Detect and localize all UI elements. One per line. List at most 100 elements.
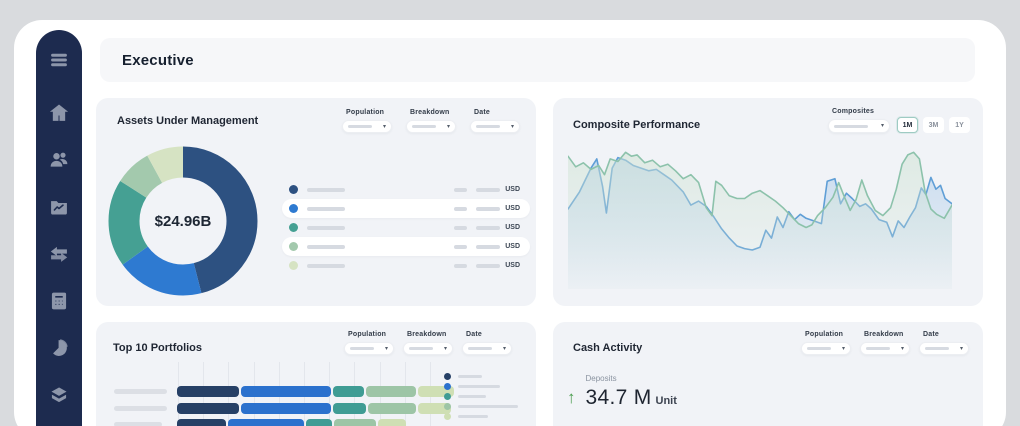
assets-under-management-card: Assets Under Management Population ▾ Break… [96, 98, 536, 306]
filter-date: Date ▾ [470, 109, 520, 133]
sidebar-nav [36, 30, 82, 426]
portfolio-bar-row [113, 386, 533, 397]
range-button-3m[interactable]: 3M [923, 117, 944, 133]
pie-chart-icon[interactable] [47, 338, 71, 358]
legend-value-placeholder [454, 187, 468, 192]
legend-value-placeholder [454, 244, 468, 249]
home-icon[interactable] [47, 103, 71, 123]
date-select[interactable]: ▾ [462, 342, 512, 355]
legend-value-placeholder [476, 244, 501, 249]
bar-segment [334, 419, 376, 426]
chevron-down-icon: ▾ [443, 345, 447, 352]
population-select[interactable]: ▾ [344, 342, 394, 355]
legend-label-placeholder [458, 384, 500, 388]
legend-dot [289, 242, 298, 251]
donut-segment [108, 146, 258, 296]
range-button-1y[interactable]: 1Y [949, 117, 970, 133]
filter-label: Date [466, 331, 482, 338]
legend-dot [444, 382, 451, 390]
filter-label: Date [474, 109, 490, 116]
green-composite-area [568, 152, 952, 289]
chevron-down-icon: ▾ [900, 345, 904, 352]
population-select[interactable]: ▾ [801, 342, 851, 355]
legend-row [444, 411, 518, 421]
chevron-down-icon: ▾ [502, 345, 506, 352]
portfolio-chart-icon[interactable] [47, 197, 71, 217]
legend-label-placeholder [458, 394, 486, 398]
range-button-1m[interactable]: 1M [897, 117, 918, 133]
row-label-placeholder [114, 422, 162, 426]
legend-value-placeholder [454, 263, 468, 268]
donut-segment [108, 146, 258, 296]
portfolios-filters: Population ▾ Breakdown ▾ Date ▾ [344, 331, 512, 355]
bar-segment [333, 402, 366, 414]
deposits-label: Deposits [585, 374, 617, 383]
aum-total-value: $24.96B [154, 212, 212, 230]
legend-label-placeholder [458, 404, 518, 408]
legend-name-placeholder [307, 225, 345, 230]
layers-icon[interactable] [47, 385, 71, 405]
population-select[interactable]: ▾ [342, 120, 392, 133]
filter-label: Date [923, 331, 939, 338]
select-placeholder [409, 347, 433, 350]
bar-segment [241, 386, 331, 397]
breakdown-select[interactable]: ▾ [403, 342, 453, 355]
legend-value-placeholder [476, 263, 501, 268]
select-placeholder [348, 125, 372, 128]
transfers-icon[interactable] [47, 244, 71, 264]
cash-activity-card: Cash Activity Population ▾ Breakdown ▾ Date ▾… [553, 322, 983, 426]
composite-performance-card: Composite Performance Composites ▾ 1M 3M 1… [553, 98, 983, 306]
portfolios-card-title: Top 10 Portfolios [113, 342, 203, 354]
legend-dot [444, 372, 451, 380]
legend-label-placeholder [458, 414, 488, 418]
portfolios-bar-chart [96, 360, 536, 426]
cash-card-title: Cash Activity [573, 342, 643, 354]
filter-population: Population ▾ [344, 331, 394, 355]
filter-label: Population [805, 331, 844, 338]
bar-segment [177, 386, 239, 397]
legend-row [444, 371, 518, 381]
legend-name-placeholder [307, 206, 345, 211]
legend-row [444, 401, 518, 411]
currency-label: USD [505, 186, 520, 193]
menu-icon[interactable] [47, 50, 71, 70]
portfolios-legend [444, 371, 518, 421]
portfolio-bar-row [113, 419, 533, 426]
select-placeholder [834, 124, 868, 128]
date-select[interactable]: ▾ [919, 342, 969, 355]
breakdown-select[interactable]: ▾ [406, 120, 456, 133]
legend-value-placeholder [454, 206, 468, 211]
range-button-group: 1M 3M 1Y [897, 117, 970, 133]
calculator-icon[interactable] [47, 291, 71, 311]
legend-name-placeholder [307, 187, 345, 192]
chevron-down-icon: ▾ [959, 345, 963, 352]
composite-area-chart [568, 151, 952, 289]
select-placeholder [468, 347, 492, 350]
date-select[interactable]: ▾ [470, 120, 520, 133]
currency-label: USD [505, 224, 520, 231]
filter-label: Breakdown [864, 331, 904, 338]
select-placeholder [476, 125, 500, 128]
filter-label: Breakdown [407, 331, 447, 338]
legend-dot [289, 223, 298, 232]
donut-segment [108, 146, 258, 296]
currency-label: USD [505, 262, 520, 269]
legend-dot [289, 261, 298, 270]
bar-segment [177, 402, 239, 414]
filter-date: Date ▾ [919, 331, 969, 355]
legend-label-placeholder [458, 374, 482, 378]
chevron-down-icon: ▾ [841, 345, 845, 352]
bar-segment [177, 419, 226, 426]
breakdown-select[interactable]: ▾ [860, 342, 910, 355]
filter-label: Population [346, 109, 385, 116]
select-placeholder [925, 347, 949, 350]
legend-dot [444, 412, 451, 420]
page-title: Executive [122, 51, 194, 69]
users-icon[interactable] [47, 150, 71, 170]
legend-dot [289, 185, 298, 194]
composites-select[interactable]: ▾ [828, 119, 890, 133]
deposits-unit: Unit [655, 395, 677, 407]
legend-value-placeholder [454, 225, 468, 230]
bar-segment [333, 386, 364, 397]
legend-row: USD [282, 237, 530, 256]
